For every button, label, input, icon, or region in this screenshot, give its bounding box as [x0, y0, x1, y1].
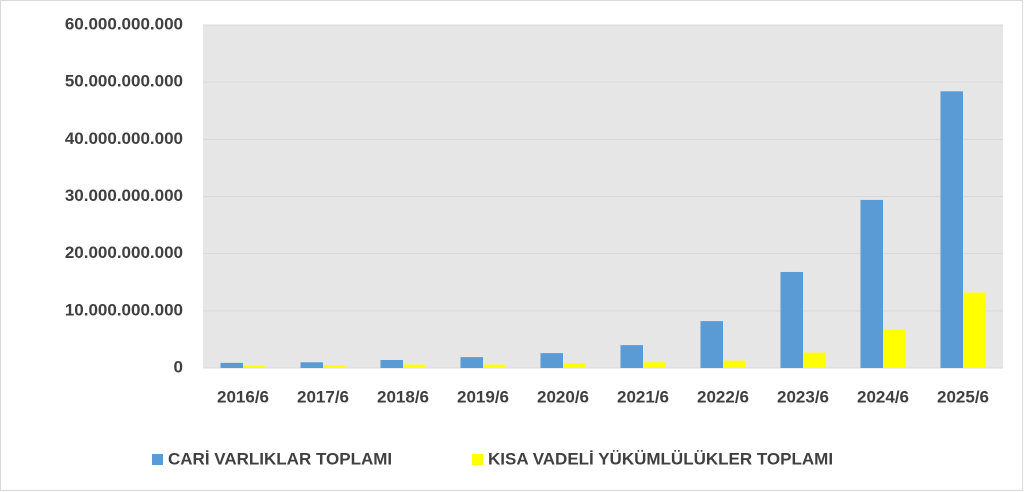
y-tick-label: 10.000.000.000 — [65, 300, 183, 319]
x-tick-label: 2023/6 — [777, 387, 829, 406]
bar — [460, 357, 483, 368]
bar — [963, 292, 986, 368]
x-tick-label: 2025/6 — [937, 387, 989, 406]
bar — [620, 345, 643, 368]
x-tick-label: 2017/6 — [297, 387, 349, 406]
bar — [643, 362, 666, 368]
bar — [220, 362, 243, 368]
x-tick-label: 2018/6 — [377, 387, 429, 406]
x-tick-label: 2024/6 — [857, 387, 909, 406]
bar — [380, 359, 403, 368]
legend-label: KISA VADELİ YÜKÜMLÜLÜKLER TOPLAMI — [488, 449, 833, 468]
bar — [483, 364, 506, 368]
x-tick-label: 2021/6 — [617, 387, 669, 406]
legend-label: CARİ VARLIKLAR TOPLAMI — [168, 449, 392, 468]
bar — [883, 329, 906, 368]
bar — [723, 360, 746, 368]
y-tick-label: 0 — [174, 357, 183, 376]
bar — [323, 365, 346, 368]
bar — [700, 321, 723, 368]
bar — [780, 271, 803, 368]
x-tick-label: 2022/6 — [697, 387, 749, 406]
bar — [403, 364, 426, 368]
bar — [563, 363, 586, 368]
bar — [803, 352, 826, 368]
y-tick-label: 60.000.000.000 — [65, 14, 183, 33]
x-tick-label: 2019/6 — [457, 387, 509, 406]
bar — [243, 365, 266, 368]
bar — [940, 91, 963, 369]
y-tick-label: 40.000.000.000 — [65, 129, 183, 148]
legend-swatch — [472, 454, 483, 465]
bar — [300, 362, 323, 368]
y-tick-label: 50.000.000.000 — [65, 72, 183, 91]
y-tick-label: 20.000.000.000 — [65, 243, 183, 262]
x-tick-label: 2016/6 — [217, 387, 269, 406]
legend-swatch — [152, 454, 163, 465]
x-tick-label: 2020/6 — [537, 387, 589, 406]
bar — [540, 353, 563, 368]
bar — [860, 199, 883, 368]
y-tick-label: 30.000.000.000 — [65, 186, 183, 205]
